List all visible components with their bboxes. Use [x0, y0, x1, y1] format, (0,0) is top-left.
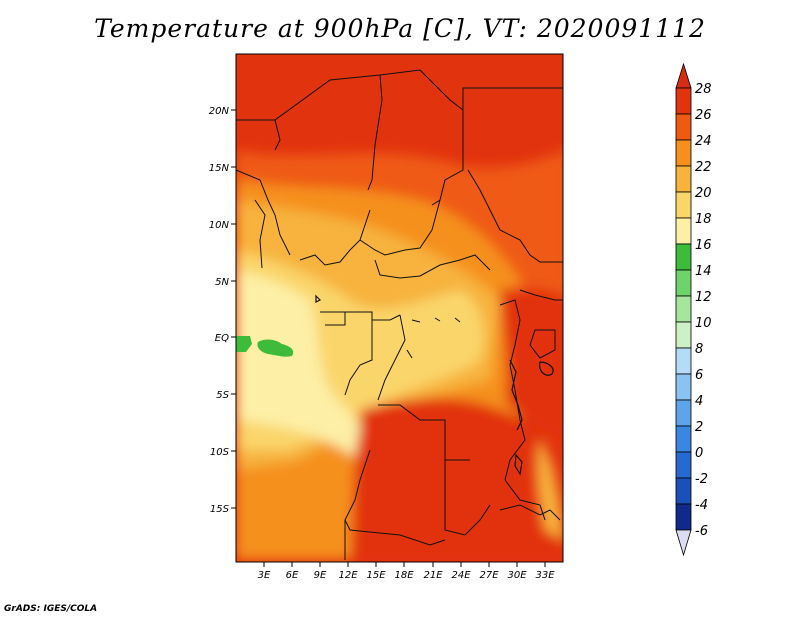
- colorbar-label: 6: [695, 368, 703, 383]
- colorbar-swatch-22-24: [675, 139, 692, 167]
- lat-label-15s: 15S: [210, 504, 230, 515]
- lat-labels: 20N 15N 10N 5N EQ 5S 10S 15S: [209, 106, 230, 515]
- colorbar-label: 16: [695, 238, 712, 253]
- colorbar-label: 12: [695, 290, 712, 305]
- chart-title: Temperature at 900hPa [C], VT: 202009111…: [94, 14, 706, 43]
- colorbar-swatch-m6-m4: [675, 503, 692, 531]
- lon-label-33e: 33E: [535, 570, 555, 581]
- colorbar-swatch-24-26: [675, 113, 692, 141]
- lon-label-30e: 30E: [507, 570, 527, 581]
- colorbar-swatch-10-12: [675, 295, 692, 323]
- colorbar-bottom-arrow: [675, 529, 692, 557]
- colorbar-swatch-20-22: [675, 165, 692, 193]
- colorbar-label: 18: [695, 212, 712, 227]
- lake-outlines: [315, 294, 554, 476]
- colorbar-label: 20: [695, 186, 712, 201]
- colorbar-swatch-4-6: [675, 373, 692, 401]
- lat-label-5n: 5N: [215, 277, 229, 288]
- lat-label-10n: 10N: [209, 220, 230, 231]
- lon-label-6e: 6E: [286, 570, 299, 581]
- lon-label-18e: 18E: [394, 570, 414, 581]
- temperature-field: [236, 54, 563, 562]
- colorbar-swatch-2-4: [675, 399, 692, 427]
- map-frame: [235, 53, 564, 563]
- grads-credit: GrADS: IGES/COLA: [4, 604, 98, 614]
- colorbar-swatch-26-28: [675, 87, 692, 115]
- colorbar-swatch-m4-m2: [675, 477, 692, 505]
- country-borders: [236, 69, 563, 560]
- colorbar-label: 2: [695, 420, 703, 435]
- colorbar-label: -4: [695, 498, 708, 513]
- colorbar-label: 14: [695, 264, 712, 279]
- colorbar-label: -6: [695, 524, 708, 539]
- lon-label-27e: 27E: [479, 570, 499, 581]
- lon-label-24e: 24E: [451, 570, 471, 581]
- colorbar-label: 24: [695, 134, 712, 149]
- lon-label-12e: 12E: [338, 570, 358, 581]
- lat-label-10s: 10S: [210, 447, 230, 458]
- colorbar-swatch-12-14: [675, 269, 692, 297]
- colorbar-labels: 28 26 24 22 20 18 16 14 12 10 8 6 4 2 0 …: [695, 82, 712, 539]
- lon-labels: 3E 6E 9E 12E 15E 18E 21E 24E 27E 30E 33E: [258, 570, 556, 581]
- colorbar-label: 10: [695, 316, 712, 331]
- colorbar-swatch-14-16: [675, 243, 692, 271]
- colorbar-top-arrow: [675, 62, 692, 89]
- colorbar-label: 4: [695, 394, 703, 409]
- colorbar: [675, 62, 692, 557]
- lon-ticks: [263, 562, 546, 567]
- colorbar-label: 28: [695, 82, 712, 97]
- colorbar-label: 26: [695, 108, 712, 123]
- lat-label-5s: 5S: [216, 390, 229, 401]
- lon-label-21e: 21E: [423, 570, 443, 581]
- colorbar-swatch-16-18: [675, 217, 692, 245]
- colorbar-label: -2: [695, 472, 708, 487]
- lat-label-20n: 20N: [209, 106, 230, 117]
- colorbar-swatch-18-20: [675, 191, 692, 219]
- colorbar-label: 8: [695, 342, 703, 357]
- colorbar-swatch-0-2: [675, 425, 692, 453]
- lon-label-3e: 3E: [258, 570, 271, 581]
- lat-label-eq: EQ: [215, 333, 229, 344]
- lat-ticks: [231, 109, 236, 509]
- colorbar-swatch-8-10: [675, 321, 692, 349]
- colorbar-label: 0: [695, 446, 703, 461]
- colorbar-label: 22: [695, 160, 712, 175]
- lon-label-15e: 15E: [366, 570, 386, 581]
- lat-label-15n: 15N: [209, 163, 230, 174]
- colorbar-swatch-6-8: [675, 347, 692, 375]
- lon-label-9e: 9E: [314, 570, 327, 581]
- colorbar-swatch-m2-0: [675, 451, 692, 479]
